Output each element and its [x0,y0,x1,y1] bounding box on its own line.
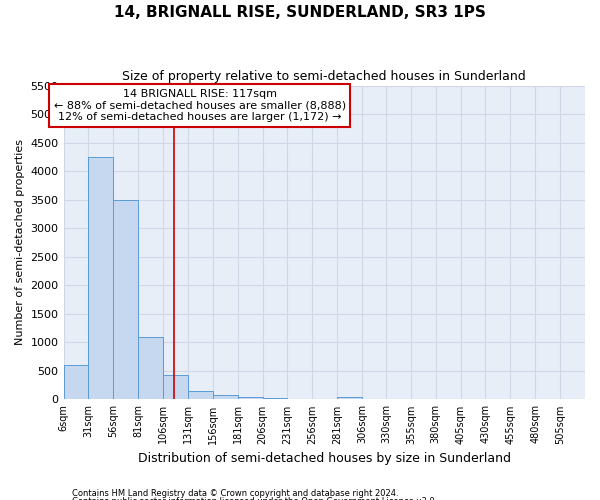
Text: Contains public sector information licensed under the Open Government Licence v3: Contains public sector information licen… [72,498,437,500]
Title: Size of property relative to semi-detached houses in Sunderland: Size of property relative to semi-detach… [122,70,526,83]
Text: 14 BRIGNALL RISE: 117sqm
← 88% of semi-detached houses are smaller (8,888)
12% o: 14 BRIGNALL RISE: 117sqm ← 88% of semi-d… [54,89,346,122]
Bar [213,395,238,400]
Bar [113,200,138,400]
Text: Contains HM Land Registry data © Crown copyright and database right 2024.: Contains HM Land Registry data © Crown c… [72,488,398,498]
Bar [163,376,188,400]
Bar [263,398,287,400]
Bar [238,396,263,400]
Bar [138,336,163,400]
Bar [188,391,213,400]
Y-axis label: Number of semi-detached properties: Number of semi-detached properties [15,140,25,346]
Bar [64,365,88,400]
Bar [88,157,113,400]
Bar [337,396,362,400]
Text: 14, BRIGNALL RISE, SUNDERLAND, SR3 1PS: 14, BRIGNALL RISE, SUNDERLAND, SR3 1PS [114,5,486,20]
X-axis label: Distribution of semi-detached houses by size in Sunderland: Distribution of semi-detached houses by … [138,452,511,465]
